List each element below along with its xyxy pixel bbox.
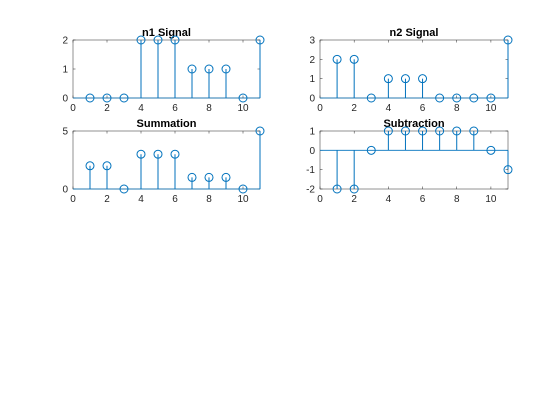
x-tick-label: 8 — [454, 103, 460, 114]
stem-marker — [221, 172, 231, 182]
x-tick-label: 8 — [206, 194, 212, 205]
x-tick-label: 6 — [172, 103, 178, 114]
stem-marker — [349, 54, 359, 64]
stem-marker — [119, 93, 129, 103]
x-tick-label: 8 — [454, 194, 460, 205]
x-tick-label: 0 — [70, 103, 76, 114]
subplot-2: n2 Signal 0 2 4 6 8 10 0 1 2 3 — [309, 27, 513, 114]
y-tick-label: 0 — [309, 146, 315, 157]
stem-marker — [204, 64, 214, 74]
stem-marker — [418, 126, 428, 136]
y-tick-label: -2 — [306, 185, 315, 196]
x-tick-label: 10 — [485, 103, 497, 114]
subplot-1: n1 Signal 0 2 4 6 8 10 0 1 2 — [62, 27, 265, 114]
stem-marker — [486, 145, 496, 155]
stem-marker — [366, 93, 376, 103]
stem-marker — [136, 35, 146, 45]
x-tick-label: 6 — [420, 194, 426, 205]
stem-marker — [349, 184, 359, 194]
stem-marker — [153, 35, 163, 45]
x-tick-label: 0 — [317, 103, 323, 114]
stem-marker — [435, 126, 445, 136]
x-tick-label: 10 — [485, 194, 497, 205]
stem-marker — [400, 74, 410, 84]
x-tick-label: 4 — [138, 194, 144, 205]
stem-marker — [153, 149, 163, 159]
stem-marker — [85, 93, 95, 103]
axes-box — [319, 130, 509, 190]
y-tick-label: 3 — [309, 36, 315, 47]
x-tick-label: 8 — [206, 103, 212, 114]
x-tick-label: 4 — [386, 103, 392, 114]
stem-marker — [255, 126, 265, 136]
y-tick-label: 1 — [62, 65, 68, 76]
y-tick-label: 5 — [62, 127, 68, 138]
axes-box — [72, 130, 261, 190]
stem-marker — [102, 161, 112, 171]
y-tick-label: 0 — [62, 94, 68, 105]
subplot-title: n2 Signal — [390, 27, 439, 39]
subplot-title: Subtraction — [383, 118, 444, 130]
stem-marker — [332, 54, 342, 64]
y-tick-label: 1 — [309, 127, 315, 138]
stem-marker — [400, 126, 410, 136]
stem-marker — [119, 184, 129, 194]
subplot-3: Summation 0 2 4 6 8 10 0 5 — [62, 118, 265, 205]
y-tick-label: 0 — [62, 185, 68, 196]
stem-marker — [136, 149, 146, 159]
axes-box — [72, 39, 261, 99]
x-tick-label: 2 — [104, 194, 110, 205]
x-tick-label: 4 — [138, 103, 144, 114]
y-tick-label: 2 — [62, 36, 68, 47]
stem-marker — [204, 172, 214, 182]
stem-marker — [170, 35, 180, 45]
x-tick-label: 0 — [317, 194, 323, 205]
stem-marker — [469, 126, 479, 136]
y-tick-label: -1 — [306, 165, 315, 176]
subplot-title: Summation — [137, 118, 197, 130]
stem-marker — [366, 145, 376, 155]
axes-box — [319, 39, 509, 99]
stem-marker — [102, 93, 112, 103]
stem-marker — [486, 93, 496, 103]
stem-marker — [452, 93, 462, 103]
subplot-4: Subtraction 0 2 4 6 8 10 -2 -1 0 1 — [306, 118, 513, 205]
stem-marker — [238, 184, 248, 194]
x-tick-label: 2 — [351, 103, 357, 114]
stem-marker — [435, 93, 445, 103]
x-tick-label: 10 — [237, 103, 249, 114]
stem-marker — [469, 93, 479, 103]
y-tick-label: 2 — [309, 55, 315, 66]
stem-marker — [187, 64, 197, 74]
subplot-title: n1 Signal — [142, 27, 191, 39]
stem-marker — [503, 35, 513, 45]
stem-marker — [255, 35, 265, 45]
stem-marker — [383, 126, 393, 136]
stem-marker — [383, 74, 393, 84]
x-tick-label: 6 — [172, 194, 178, 205]
stem-marker — [170, 149, 180, 159]
x-tick-label: 4 — [386, 194, 392, 205]
y-tick-label: 1 — [309, 74, 315, 85]
stem-marker — [503, 165, 513, 175]
x-tick-label: 2 — [351, 194, 357, 205]
x-tick-label: 2 — [104, 103, 110, 114]
x-tick-label: 10 — [237, 194, 249, 205]
x-tick-label: 0 — [70, 194, 76, 205]
stem-marker — [238, 93, 248, 103]
stem-marker — [187, 172, 197, 182]
x-tick-label: 6 — [420, 103, 426, 114]
stem-marker — [452, 126, 462, 136]
y-tick-label: 0 — [309, 94, 315, 105]
stem-marker — [332, 184, 342, 194]
stem-marker — [85, 161, 95, 171]
stem-marker — [221, 64, 231, 74]
stem-marker — [418, 74, 428, 84]
